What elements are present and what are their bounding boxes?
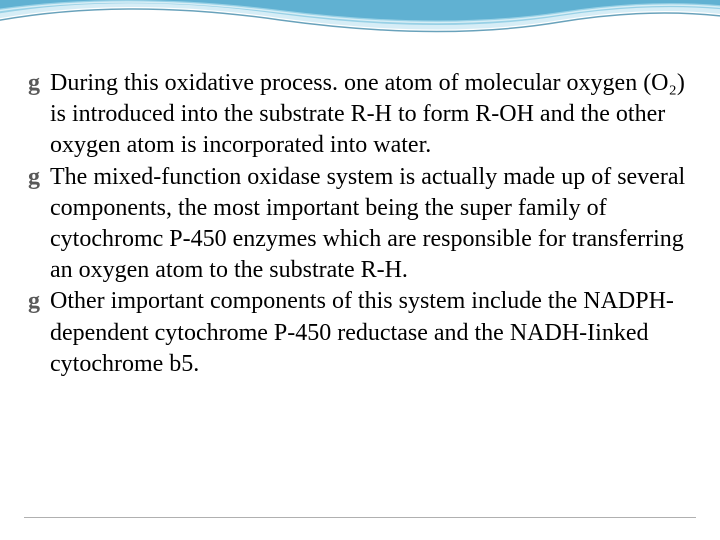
decorative-wave-header xyxy=(0,0,720,60)
bullet-text: Other important components of this syste… xyxy=(50,286,692,380)
bullet-text: During this oxidative process. one atom … xyxy=(50,68,692,162)
wave-svg xyxy=(0,0,720,60)
slide-content: g During this oxidative process. one ato… xyxy=(28,68,692,380)
bullet-marker-icon: g xyxy=(28,286,50,317)
bullet-item: g During this oxidative process. one ato… xyxy=(28,68,692,162)
bullet-text: The mixed-function oxidase system is act… xyxy=(50,162,692,287)
bullet-marker-icon: g xyxy=(28,68,50,99)
bullet-marker-icon: g xyxy=(28,162,50,193)
bullet-item: g The mixed-function oxidase system is a… xyxy=(28,162,692,287)
bullet-item: g Other important components of this sys… xyxy=(28,286,692,380)
bottom-divider xyxy=(24,517,696,518)
